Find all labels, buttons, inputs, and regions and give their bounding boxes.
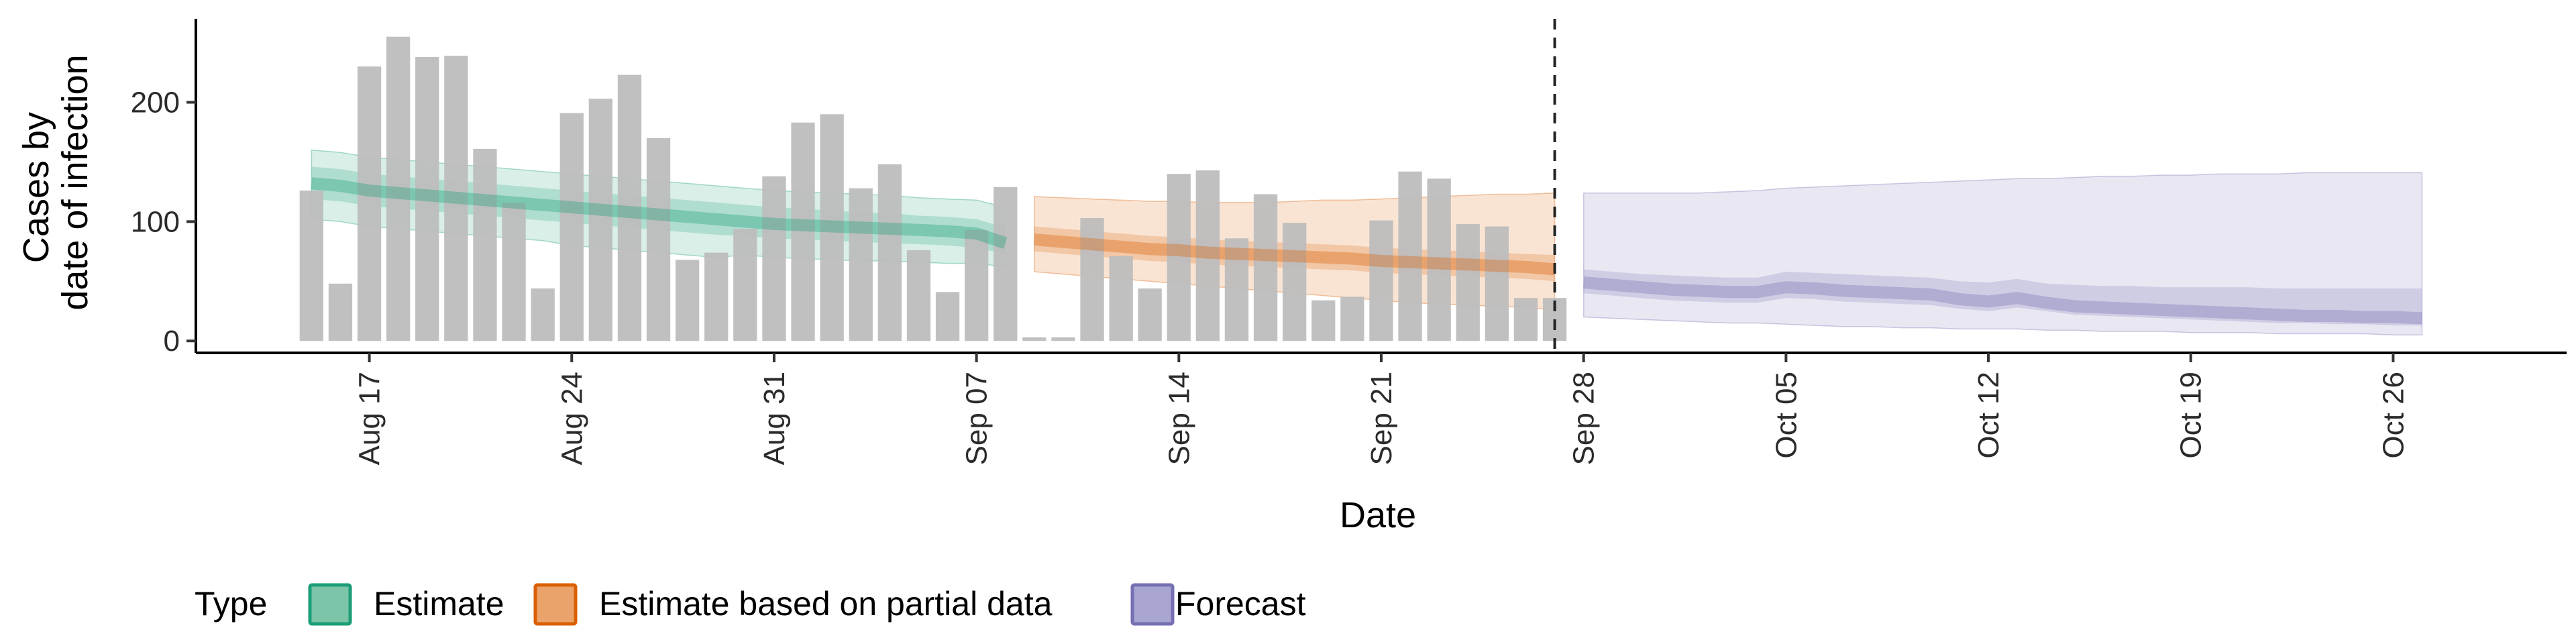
legend-label-forecast: Forecast xyxy=(1175,585,1306,623)
bar-2020-09-12 xyxy=(1109,256,1133,341)
x-tick-label: Oct 26 xyxy=(2377,372,2410,459)
bar-2020-09-03 xyxy=(849,188,873,341)
bar-2020-08-20 xyxy=(444,56,468,341)
legend-label-estimate: Estimate xyxy=(374,585,504,623)
bar-2020-09-21 xyxy=(1369,220,1393,341)
y-axis-title-line-1: Cases by xyxy=(16,112,56,263)
bar-2020-08-21 xyxy=(473,148,497,341)
bar-2020-08-24 xyxy=(559,113,584,341)
x-tick-label: Aug 31 xyxy=(758,372,791,465)
bar-2020-09-08 xyxy=(994,186,1018,341)
bar-2020-09-11 xyxy=(1080,218,1104,341)
case-bars xyxy=(299,36,1567,341)
bar-2020-08-25 xyxy=(588,99,612,341)
bar-2020-09-17 xyxy=(1253,194,1278,341)
x-tick-label: Sep 28 xyxy=(1568,372,1601,465)
legend-key-partial xyxy=(533,583,578,626)
bar-2020-08-17 xyxy=(357,66,382,341)
y-tick-label: 100 xyxy=(131,205,180,238)
median-line-forecast xyxy=(1582,276,2422,325)
legend-key-estimate xyxy=(308,583,352,626)
bar-2020-09-09 xyxy=(1022,337,1046,341)
bar-2020-08-27 xyxy=(646,138,671,341)
x-axis-title: Date xyxy=(1340,495,1416,535)
bar-2020-09-24 xyxy=(1456,223,1480,341)
median-line-partial xyxy=(1034,233,1556,276)
legend-title: Type xyxy=(195,585,267,623)
x-tick-label: Oct 12 xyxy=(1972,372,2005,459)
x-tick-label: Sep 07 xyxy=(961,372,994,465)
x-tick-label: Aug 17 xyxy=(354,372,386,465)
bar-2020-08-28 xyxy=(676,260,700,341)
bar-2020-09-04 xyxy=(877,164,902,341)
bar-2020-08-19 xyxy=(415,56,439,341)
legend: Type Estimate Estimate based on partial … xyxy=(195,583,1306,626)
bar-2020-08-29 xyxy=(704,252,729,341)
bar-2020-08-31 xyxy=(762,176,786,341)
x-tick-label: Oct 05 xyxy=(1770,372,1803,459)
bar-2020-09-16 xyxy=(1224,238,1249,341)
bar-2020-09-19 xyxy=(1311,300,1336,341)
bar-2020-09-20 xyxy=(1340,297,1364,341)
bar-2020-09-23 xyxy=(1427,178,1451,341)
x-tick-label: Sep 14 xyxy=(1163,372,1195,465)
bar-2020-08-26 xyxy=(617,74,642,341)
bar-2020-08-23 xyxy=(531,288,555,341)
y-tick-label: 200 xyxy=(131,87,180,119)
legend-label-partial: Estimate based on partial data xyxy=(599,585,1053,623)
y-axis-title-line-2: date of infection xyxy=(55,54,95,310)
bar-2020-08-18 xyxy=(386,36,411,341)
y-axis-title: Cases by date of infection xyxy=(16,54,95,310)
bar-2020-09-25 xyxy=(1485,226,1509,341)
median-lines xyxy=(311,177,2422,325)
bar-2020-09-14 xyxy=(1167,174,1191,341)
bar-2020-09-10 xyxy=(1051,337,1075,341)
bar-2020-09-22 xyxy=(1398,171,1422,341)
x-axis-ticks: Aug 17 Aug 24 Aug 31 Sep 07 Sep 14 Sep 21 Sep … xyxy=(354,353,2410,465)
x-tick-label: Sep 21 xyxy=(1365,372,1398,465)
x-tick-label: Aug 24 xyxy=(555,372,588,465)
x-tick-label: Oct 19 xyxy=(2175,372,2208,459)
median-line-estimate xyxy=(311,177,1008,249)
bar-2020-09-05 xyxy=(906,250,931,341)
bar-2020-09-15 xyxy=(1195,170,1220,341)
bar-2020-09-01 xyxy=(791,122,815,341)
bar-2020-08-22 xyxy=(502,202,526,341)
y-tick-label: 0 xyxy=(164,325,180,358)
bar-2020-09-02 xyxy=(820,114,844,341)
band-90-forecast xyxy=(1582,172,2423,336)
legend-key-forecast xyxy=(1130,583,1175,626)
band-50-forecast xyxy=(1583,269,2422,326)
bar-2020-08-16 xyxy=(328,283,353,341)
bar-2020-09-18 xyxy=(1283,223,1307,341)
bar-2020-09-13 xyxy=(1138,288,1162,341)
y-axis-ticks: 0 100 200 xyxy=(131,87,196,358)
bar-2020-08-30 xyxy=(733,229,757,341)
bar-2020-09-07 xyxy=(965,229,989,341)
bar-2020-09-06 xyxy=(935,292,960,341)
bar-2020-09-26 xyxy=(1513,298,1538,341)
bar-2020-08-15 xyxy=(299,191,323,341)
